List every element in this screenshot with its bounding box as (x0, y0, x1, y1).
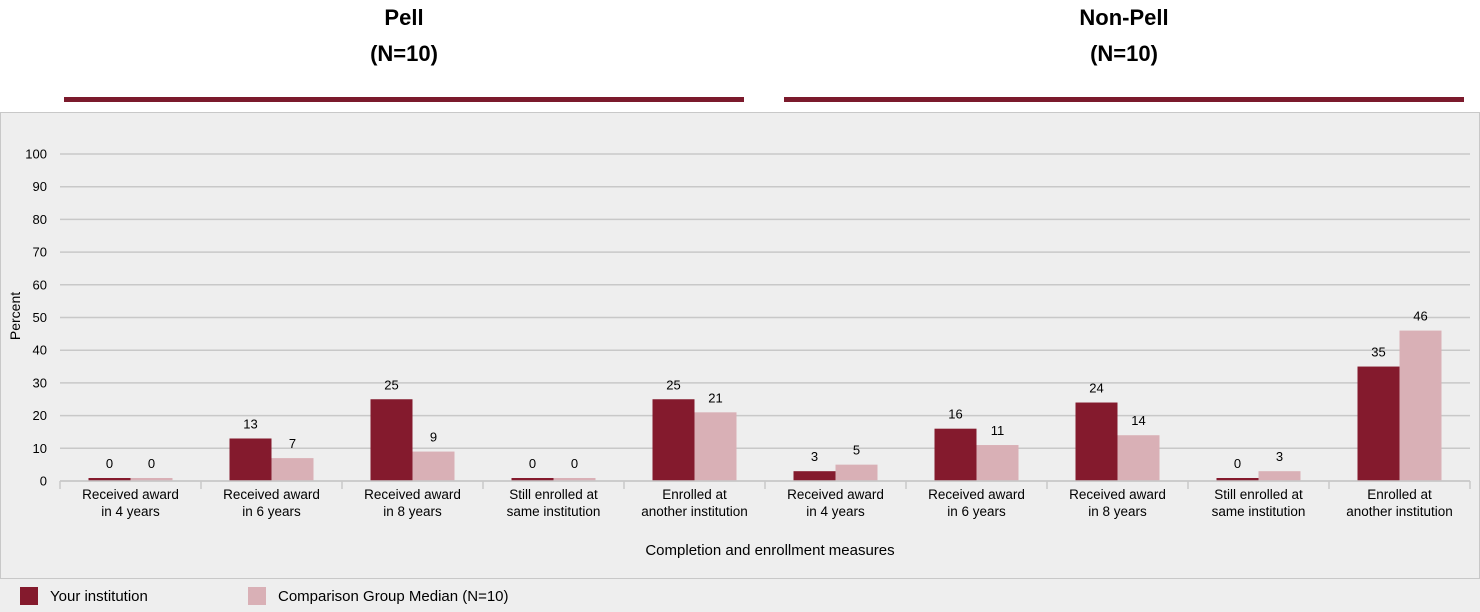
data-label: 16 (948, 407, 962, 422)
x-tick-label: in 8 years (383, 504, 442, 519)
data-label: 3 (811, 449, 818, 464)
y-tick-label: 100 (25, 147, 47, 162)
x-tick-label: in 8 years (1088, 504, 1147, 519)
bar (553, 478, 596, 481)
y-tick-label: 90 (33, 179, 47, 194)
bar (835, 464, 878, 481)
x-tick-label: Still enrolled at (509, 487, 598, 502)
data-label: 7 (289, 436, 296, 451)
x-tick-label: Still enrolled at (1214, 487, 1303, 502)
x-axis-label: Completion and enrollment measures (645, 542, 894, 559)
data-label: 9 (430, 430, 437, 445)
x-tick-label: Enrolled at (662, 487, 727, 502)
legend-label: Comparison Group Median (N=10) (278, 587, 509, 605)
data-label: 0 (1234, 456, 1241, 471)
legend: Your institution Comparison Group Median… (0, 578, 1480, 612)
data-label: 24 (1089, 381, 1103, 396)
bar (88, 478, 131, 481)
bar (130, 478, 173, 481)
bar (934, 428, 977, 481)
group-rule-non-pell (784, 97, 1464, 102)
bar (229, 438, 272, 481)
data-label: 13 (243, 416, 257, 431)
legend-item-your-institution: Your institution (20, 587, 148, 605)
data-label: 14 (1131, 413, 1145, 428)
chart-panel (0, 112, 1480, 611)
bar (793, 471, 836, 481)
data-label: 0 (529, 456, 536, 471)
y-tick-label: 80 (33, 212, 47, 227)
x-tick-label: in 6 years (947, 504, 1006, 519)
data-label: 35 (1371, 345, 1385, 360)
x-tick-label: Received award (364, 487, 461, 502)
x-tick-label: in 6 years (242, 504, 301, 519)
data-label: 21 (708, 390, 722, 405)
bar (1399, 330, 1442, 481)
data-label: 0 (106, 456, 113, 471)
bar (370, 399, 413, 481)
data-label: 25 (666, 377, 680, 392)
y-tick-label: 30 (33, 375, 47, 390)
x-tick-label: Enrolled at (1367, 487, 1432, 502)
y-tick-label: 50 (33, 310, 47, 325)
bar (271, 458, 314, 481)
bar (1117, 435, 1160, 481)
x-tick-label: Received award (82, 487, 179, 502)
x-tick-label: Received award (223, 487, 320, 502)
bar (1258, 471, 1301, 481)
x-tick-label: Received award (928, 487, 1025, 502)
group-title: Non-Pell (1079, 5, 1169, 30)
y-axis-label: Percent (7, 292, 23, 340)
legend-item-comparison: Comparison Group Median (N=10) (248, 587, 509, 605)
bar (694, 412, 737, 481)
x-tick-label: Received award (1069, 487, 1166, 502)
group-n: (N=10) (1090, 41, 1158, 66)
x-tick-label: Received award (787, 487, 884, 502)
group-header-pell: Pell (N=10) (64, 0, 744, 72)
x-tick-label: another institution (641, 504, 748, 519)
bar (1216, 478, 1259, 481)
group-title: Pell (384, 5, 424, 30)
group-n: (N=10) (370, 41, 438, 66)
bar (1075, 402, 1118, 481)
bar (412, 451, 455, 481)
x-tick-label: in 4 years (101, 504, 160, 519)
legend-swatch (248, 587, 266, 605)
data-label: 11 (991, 423, 1005, 438)
legend-swatch (20, 587, 38, 605)
data-label: 0 (148, 456, 155, 471)
data-label: 25 (384, 377, 398, 392)
data-label: 5 (853, 443, 860, 458)
data-label: 0 (571, 456, 578, 471)
group-rule-pell (64, 97, 744, 102)
y-tick-label: 60 (33, 277, 47, 292)
group-header-non-pell: Non-Pell (N=10) (784, 0, 1464, 72)
bar (511, 478, 554, 481)
data-label: 3 (1276, 449, 1283, 464)
y-tick-label: 20 (33, 408, 47, 423)
x-tick-label: same institution (507, 504, 601, 519)
data-label: 46 (1413, 309, 1427, 324)
x-tick-label: another institution (1346, 504, 1453, 519)
y-tick-label: 10 (33, 441, 47, 456)
bar (1357, 366, 1400, 481)
y-tick-label: 70 (33, 245, 47, 260)
y-tick-label: 0 (40, 474, 47, 489)
bar (976, 445, 1019, 481)
legend-label: Your institution (50, 587, 148, 605)
x-tick-label: same institution (1212, 504, 1306, 519)
bar (652, 399, 695, 481)
y-tick-label: 40 (33, 343, 47, 358)
x-tick-label: in 4 years (806, 504, 865, 519)
